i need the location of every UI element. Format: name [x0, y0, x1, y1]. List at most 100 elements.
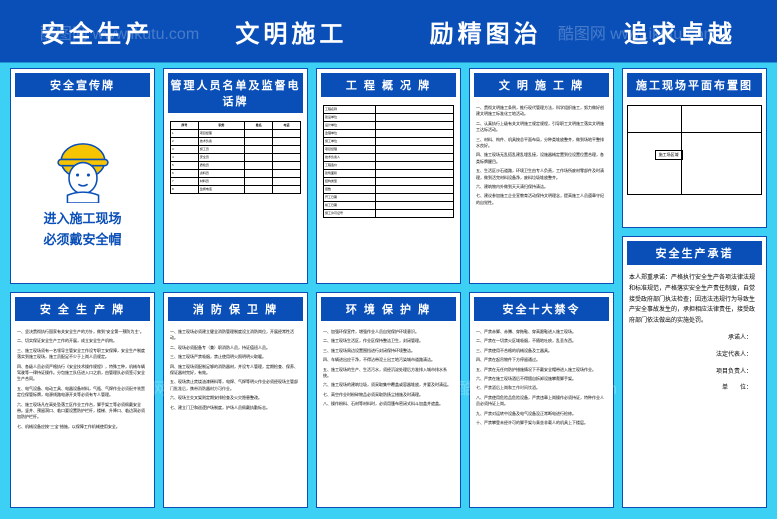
table-row: 结构类型 — [324, 178, 454, 186]
list-item: 七、高空作业时粉碎物品必须采取防扬尘措施及时清理。 — [323, 392, 454, 398]
slogan-3: 励精图治 — [430, 14, 542, 49]
table-row: 6资料员 — [171, 170, 301, 178]
list-item: 五、现场禁止焚烧油漆稀料等，电焊、气焊等明火作业必须经现场主管部门批准后，携带消… — [170, 379, 301, 392]
panel-staff-list: 管理人员名单及监督电话牌 序号职务姓名电话 1项目经理2技术负责3施工员4安全员… — [163, 68, 308, 284]
list-item: 四、车辆进出应干净，不得沾带泥土出工地污染城市道路清洁。 — [323, 357, 454, 363]
table-row: 竣工日期 — [324, 202, 454, 210]
list-item: 一、施工现场必须建立健全消防管理制度设立消防岗位，开展经常性活动。 — [170, 329, 301, 342]
panel-title: 文 明 施 工 牌 — [474, 73, 609, 97]
list-item: 四、施工现场无乱搭乱建乱埋乱接，设施器械定置到位设置位置合理，各类标牌醒目。 — [476, 152, 607, 165]
panel-title: 安全宣传牌 — [15, 73, 150, 97]
list-item: 八、操作粉料、石材等材料时，必须用篷布密闭式料斗加盖并遮盖。 — [323, 401, 454, 407]
list-item: 七、机械设备应按"三宝"措施，以保障工作机械使用安全。 — [17, 424, 148, 430]
list-item: 七、建立门卫和巡逻护场制度，护场人员佩戴执勤标志。 — [170, 405, 301, 411]
helmet-worker-icon — [43, 133, 123, 203]
signature-line: 项目负责人： — [629, 367, 760, 378]
slogan-1: 安全生产 — [41, 14, 153, 49]
signature-line: 法定代表人： — [629, 350, 760, 361]
list-item: 四、各级人员必须严格执行《安全技术操作规程》，特殊工种，机械车辆驾驶等一律持证操… — [17, 364, 148, 383]
promise-body: 本人郑重承诺：严格执行安全生产各项法律法规和标准规范，严格落实安全生产责任制度，… — [629, 273, 760, 327]
list-item: 一、贯彻文明施工条例，推行现代管理方法，科学组织施工，努力做好创建文明施工标准化… — [476, 105, 607, 118]
panel-safety-promise: 安全生产承诺 本人郑重承诺：严格执行安全生产各项法律法规和标准规范，严格落实安全… — [622, 236, 767, 508]
list-item: 五、生活区沙石道路，环境卫生由专人负责，工作场所废材零部件及时清理，做到活完材料… — [476, 168, 607, 181]
list-item: 六、严禁在施工现场酒后不得擅自拆卸设施攀爬脚手架。 — [476, 376, 607, 382]
table-row: 建筑面积 — [324, 170, 454, 178]
table-row: 监理单位 — [324, 130, 454, 138]
table-head: 电话 — [273, 122, 301, 130]
table-row: 3施工员 — [171, 146, 301, 154]
list-item: 二、认真执行上级有关文明施工规定规程，引导职工文明施工落实文明施工达标活动。 — [476, 121, 607, 134]
table-row: 工程造价 — [324, 162, 454, 170]
list-item: 二、施工现场生活区，作业区保持整洁卫生，封闭管理。 — [323, 338, 454, 344]
table-row: 施工单位 — [324, 138, 454, 146]
helmet-line1: 进入施工现场 — [43, 209, 121, 230]
overview-table: 工程名称建设单位设计单位监理单位施工单位项目经理技术负责人工程造价建筑面积结构类… — [323, 105, 454, 218]
list-item: 三、施工现场周边设置围挡进行封闭保持环境整洁。 — [323, 348, 454, 354]
panel-title: 安 全 生 产 牌 — [15, 297, 150, 321]
list-item: 七、严禁酒后上岗和工作时间饮酒。 — [476, 385, 607, 391]
table-row: 8监督电话 — [171, 186, 301, 194]
list-item: 三、材料、构件、机具按总平面布局，分种类堆放整齐，做到场地平整排水良好。 — [476, 137, 607, 150]
list-item: 四、施工现场须配制足够的消防器材，并设专人管理，定期检查、保养、保证器材完好，有… — [170, 364, 301, 377]
panel-project-overview: 工 程 概 况 牌 工程名称建设单位设计单位监理单位施工单位项目经理技术负责人工… — [316, 68, 461, 284]
table-row: 建设单位 — [324, 114, 454, 122]
list-item: 九、严禁对运转中设备及电气设备没正常断电进行检修。 — [476, 411, 607, 417]
table-row: 2技术负责 — [171, 138, 301, 146]
panel-environment: 环 境 保 护 牌 一、加强环保宣传，增强作业人员自觉保护环境意识。二、施工现场… — [316, 292, 461, 508]
list-item: 一、加强环保宣传，增强作业人员自觉保护环境意识。 — [323, 329, 454, 335]
list-item: 三、施工现场严禁吸烟，禁止使用明火照明明火取暖。 — [170, 354, 301, 360]
signature-line: 承诺人： — [629, 333, 760, 344]
list-item: 二、严禁在一切禁火区域吸烟，不随地吐痰，乱丢东西。 — [476, 338, 607, 344]
site-map: 施工场区域 — [627, 105, 762, 195]
panel-title: 消 防 保 卫 牌 — [168, 297, 303, 321]
table-row: 4安全员 — [171, 154, 301, 162]
slogan-4: 追求卓越 — [624, 14, 736, 49]
list-item: 二、切实保证安全生产工作的开展，成立安全生产机构。 — [17, 338, 148, 344]
panel-title: 工 程 概 况 牌 — [321, 73, 456, 97]
staff-table: 序号职务姓名电话 1项目经理2技术负责3施工员4安全员5质检员6资料员7材料员8… — [170, 121, 301, 194]
table-row: 5质检员 — [171, 162, 301, 170]
list-item: 三、严禁使用不合格的机械设备及工器具。 — [476, 348, 607, 354]
map-label: 施工场区域 — [655, 150, 683, 160]
table-row: 项目经理 — [324, 146, 454, 154]
table-head: 职务 — [198, 122, 244, 130]
panel-fire-protection: 消 防 保 卫 牌 一、施工现场必须建立健全消防管理制度设立消防岗位，开展经常性… — [163, 292, 308, 508]
list-item: 六、现场主交叉架则定期安排检查及火灾隐患整改。 — [170, 395, 301, 401]
list-item: 一、坚决贯彻执行国家有关安全生产的方针，做到"安全第一预防为主"。 — [17, 329, 148, 335]
table-row: 1项目经理 — [171, 130, 301, 138]
table-row: 层数 — [324, 186, 454, 194]
list-item: 七、建议参加施工企业宣教育活动保持文明理念，提高施工人员遵章守纪的自觉性。 — [476, 193, 607, 206]
list-item: 六、施工现场的建筑垃圾，须采取集中覆盖或容器堆放，并要及时清运。 — [323, 382, 454, 388]
list-item: 五、电气设备、电动工具、电器设备材料，气瓶、气焊作业必须配齐装置定位保管标牌，电… — [17, 386, 148, 399]
table-head: 序号 — [171, 122, 199, 130]
panel-safety-production: 安 全 生 产 牌 一、坚决贯彻执行国家有关安全生产的方针，做到"安全第一预防为… — [10, 292, 155, 508]
panel-title: 环 境 保 护 牌 — [321, 297, 456, 321]
panel-title: 安全十大禁令 — [474, 297, 609, 321]
panel-title: 施工现场平面布置图 — [627, 73, 762, 97]
table-row: 工程名称 — [324, 106, 454, 114]
panel-site-layout: 施工现场平面布置图 施工场区域 — [622, 68, 767, 228]
list-item: 五、施工现场的生产、生活污水，须经沉淀处理后方准排入城市排水系统。 — [323, 367, 454, 380]
signature-line: 单 位： — [629, 383, 760, 394]
list-item: 十、严禁攀登未经许可的脚手架与乘坐非载人的机具上下楼层。 — [476, 420, 607, 426]
table-row: 开工日期 — [324, 194, 454, 202]
slogan-2: 文明施工 — [235, 14, 347, 49]
table-row: 施工许可证号 — [324, 210, 454, 218]
table-head: 姓名 — [245, 122, 273, 130]
table-row: 设计单位 — [324, 122, 454, 130]
list-item: 六、建筑物内外做到天天清扫保持清洁。 — [476, 184, 607, 190]
helmet-line2: 必须戴安全帽 — [43, 230, 121, 251]
panel-title: 管理人员名单及监督电话牌 — [168, 73, 303, 113]
list-item: 五、严禁在无任何防护措施情况下不戴安全帽带进入施工现场作业。 — [476, 367, 607, 373]
list-item: 八、严禁使用危险品危险设备，严禁违章上岗操作必须持证，特种作业人员必须持证上岗。 — [476, 395, 607, 408]
table-row: 7材料员 — [171, 178, 301, 186]
list-item: 六、施工现场凡在高处坠落工区作业工作台，脚手架工等必须佩戴安全带。竖井、预留洞口… — [17, 402, 148, 421]
list-item: 四、严禁在起吊物件下方停留通过。 — [476, 357, 607, 363]
panel-civilized-construction: 文 明 施 工 牌 一、贯彻文明施工条例，推行现代管理方法，科学组织施工，努力做… — [469, 68, 614, 284]
list-item: 一、严禁赤脚、赤膊、穿拖鞋、穿高跟鞋进入施工现场。 — [476, 329, 607, 335]
list-item: 二、现场必须配备专（兼）职消防人员，持证值班人员。 — [170, 345, 301, 351]
panel-ten-prohibitions: 安全十大禁令 一、严禁赤脚、赤膊、穿拖鞋、穿高跟鞋进入施工现场。二、严禁在一切禁… — [469, 292, 614, 508]
list-item: 三、施工现场须有一名领导主管安全工作设专职工安保障，安全生产制度落实到施工现场，… — [17, 348, 148, 361]
panel-safety-promo: 安全宣传牌 进入施工现场 必须戴安全帽 — [10, 68, 155, 284]
table-row: 技术负责人 — [324, 154, 454, 162]
